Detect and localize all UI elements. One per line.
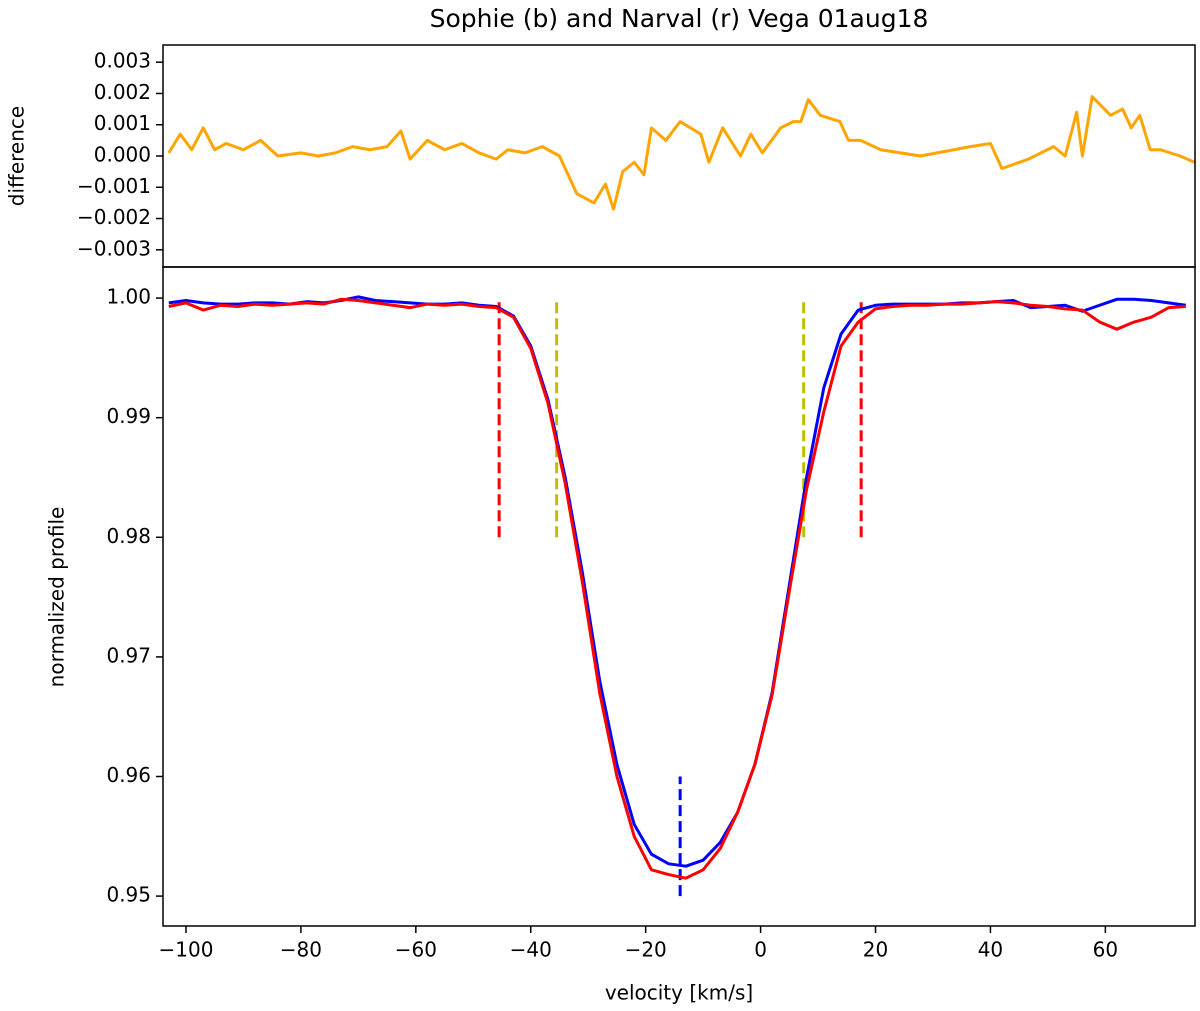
y-tick-label: 0.98 [106,524,151,548]
x-tick-label: −20 [625,938,667,962]
y-tick-label: 0.001 [94,111,151,135]
y-tick-label: 0.002 [94,80,151,104]
y-tick-label: 0.96 [106,763,151,787]
y-tick-label: −0.002 [77,205,151,229]
y-axis-label: difference [5,106,29,206]
plot-frame [162,266,1196,927]
y-tick-label: 0.000 [94,143,151,167]
x-tick-label: −40 [510,938,552,962]
y-tick-label: 0.97 [106,643,151,667]
y-tick-label: 1.00 [106,285,151,309]
y-tick-label: 0.003 [94,49,151,73]
chart-title: Sophie (b) and Narval (r) Vega 01aug18 [430,4,929,33]
x-tick-label: −60 [395,938,437,962]
y-tick-label: 0.99 [106,404,151,428]
x-tick-label: 20 [863,938,888,962]
x-tick-label: 40 [978,938,1003,962]
data-line [168,295,1187,868]
x-axis-label: velocity [km/s] [605,981,753,1005]
data-line [167,95,1196,211]
x-tick-label: −100 [159,938,214,962]
y-tick-label: −0.001 [77,174,151,198]
x-tick-label: 60 [1093,938,1118,962]
data-line [168,297,1186,880]
x-tick-label: −80 [280,938,322,962]
x-tick-label: 0 [754,938,767,962]
y-tick-label: −0.003 [77,236,151,260]
y-tick-label: 0.95 [106,883,151,907]
y-axis-label: normalized profile [45,507,69,688]
